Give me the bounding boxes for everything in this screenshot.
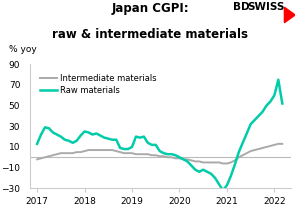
Legend: Intermediate materials, Raw materials: Intermediate materials, Raw materials bbox=[37, 71, 160, 98]
Polygon shape bbox=[284, 7, 295, 23]
Text: raw & intermediate materials: raw & intermediate materials bbox=[52, 28, 248, 41]
Text: % yoy: % yoy bbox=[9, 45, 37, 54]
Text: SWISS: SWISS bbox=[248, 2, 285, 12]
Text: Japan CGPI:: Japan CGPI: bbox=[111, 2, 189, 15]
Text: BD: BD bbox=[232, 2, 249, 12]
